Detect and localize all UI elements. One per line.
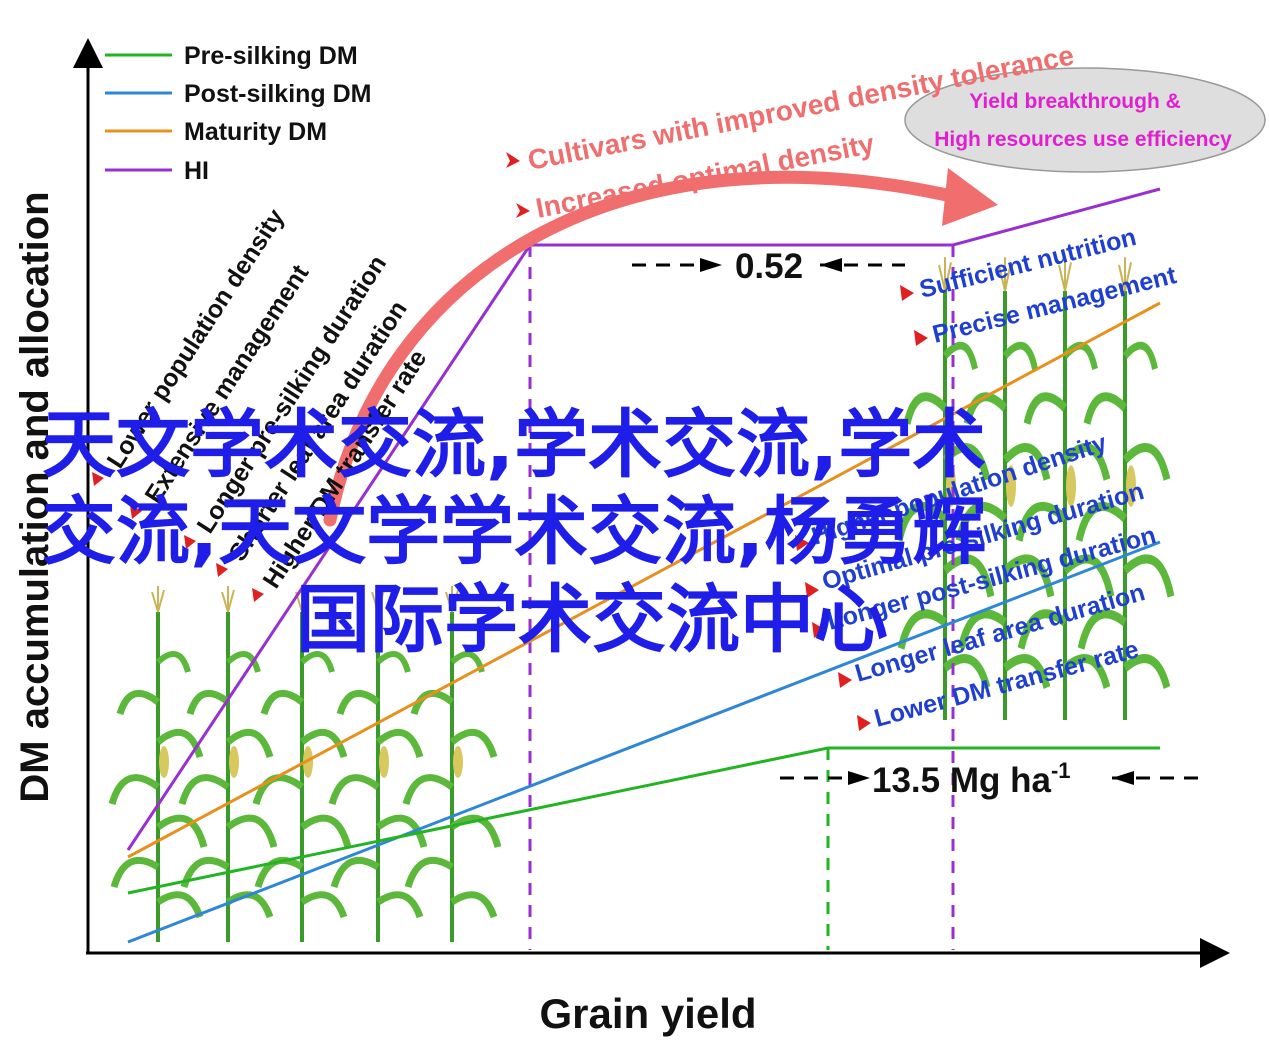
watermark-line-1: 天文学术交流,学术交流,学术 <box>42 402 987 488</box>
goal-ellipse: Yield breakthrough & High resources use … <box>904 67 1266 173</box>
legend-label-pre-silking: Pre-silking DM <box>184 42 358 70</box>
watermark-line-2: 交流,天文学学术交流,杨勇辉 <box>42 489 987 575</box>
goal-line-2: High resources use efficiency <box>934 128 1232 151</box>
hi-value: 0.52 <box>735 247 803 286</box>
bullet-arrow-2 <box>516 203 530 218</box>
goal-line-1: Yield breakthrough & <box>969 90 1181 113</box>
yield-value-annotation: 13.5 Mg ha-1 <box>780 758 1198 800</box>
legend-label-post-silking: Post-silking DM <box>184 80 372 108</box>
bullet-arrow-1 <box>506 152 520 168</box>
legend: Pre-silking DM Post-silking DM Maturity … <box>105 42 372 185</box>
legend-label-hi: HI <box>184 157 209 185</box>
x-axis-label: Grain yield <box>539 990 756 1037</box>
y-axis-label: DM accumulation and allocation <box>13 191 57 802</box>
improvement-arrow <box>323 168 998 527</box>
legend-label-maturity: Maturity DM <box>184 118 327 146</box>
watermark-line-3: 国际学术交流中心 <box>296 577 888 663</box>
line-post-silking-dm <box>127 540 1161 944</box>
yield-value: 13.5 Mg ha-1 <box>872 758 1071 800</box>
hi-value-annotation: 0.52 <box>632 247 905 286</box>
line-maturity-dm <box>127 301 1161 859</box>
line-pre-silking-dm <box>127 746 1160 895</box>
line-hi <box>126 187 1161 851</box>
